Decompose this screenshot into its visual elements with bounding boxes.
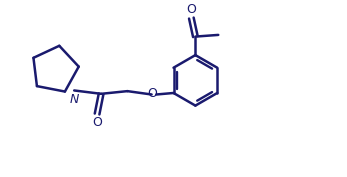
Text: O: O xyxy=(147,87,157,100)
Text: N: N xyxy=(69,93,79,106)
Text: O: O xyxy=(186,3,196,16)
Text: O: O xyxy=(92,116,102,129)
